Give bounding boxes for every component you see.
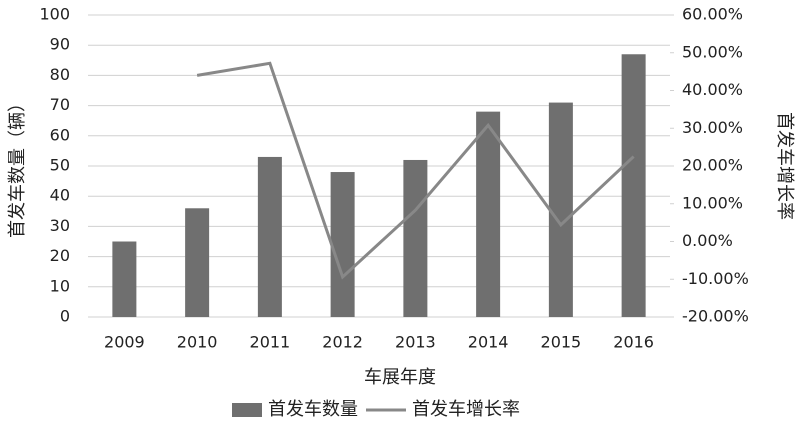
y2-tick-label: 50.00% [682, 42, 743, 61]
x-tick-label: 2016 [613, 333, 654, 352]
y-tick-label: 60 [50, 125, 70, 144]
x-tick-label: 2012 [322, 333, 363, 352]
y2-tick-label: 40.00% [682, 80, 743, 99]
y-tick-label: 70 [50, 95, 70, 114]
bar [185, 208, 210, 317]
legend-swatch [232, 403, 262, 417]
bar [476, 111, 501, 317]
y2-tick-label: -20.00% [682, 307, 749, 326]
y-tick-label: 30 [50, 216, 70, 235]
y-tick-label: 40 [50, 186, 70, 205]
y-tick-label: 0 [60, 307, 70, 326]
x-tick-label: 2009 [104, 333, 145, 352]
x-tick-label: 2010 [177, 333, 218, 352]
y-tick-label: 90 [50, 35, 70, 54]
bar [330, 172, 355, 317]
y-tick-label: 20 [50, 246, 70, 265]
bar [621, 54, 646, 317]
legend-label: 首发车增长率 [412, 399, 520, 420]
x-tick-label: 2013 [395, 333, 436, 352]
bar [112, 241, 137, 317]
y2-tick-label: 30.00% [682, 118, 743, 137]
y-tick-label: 80 [50, 65, 70, 84]
legend-label: 首发车数量 [268, 399, 358, 420]
x-tick-label: 2011 [250, 333, 291, 352]
y-tick-label: 100 [39, 5, 70, 24]
y-axis-title: 首发车数量（辆） [7, 94, 28, 238]
y-tick-label: 50 [50, 156, 70, 175]
x-tick-label: 2014 [468, 333, 509, 352]
y2-tick-label: -10.00% [682, 269, 749, 288]
y2-tick-label: 60.00% [682, 5, 743, 24]
y2-axis-title: 首发车增长率 [774, 112, 795, 220]
x-axis-title: 车展年度 [364, 367, 436, 388]
y2-tick-label: 0.00% [682, 231, 733, 250]
bar [257, 156, 282, 317]
x-tick-label: 2015 [541, 333, 582, 352]
line [196, 61, 635, 280]
bar [403, 159, 428, 317]
y2-tick-label: 20.00% [682, 156, 743, 175]
y2-tick-label: 10.00% [682, 193, 743, 212]
bar [548, 102, 573, 317]
y-tick-label: 10 [50, 276, 70, 295]
